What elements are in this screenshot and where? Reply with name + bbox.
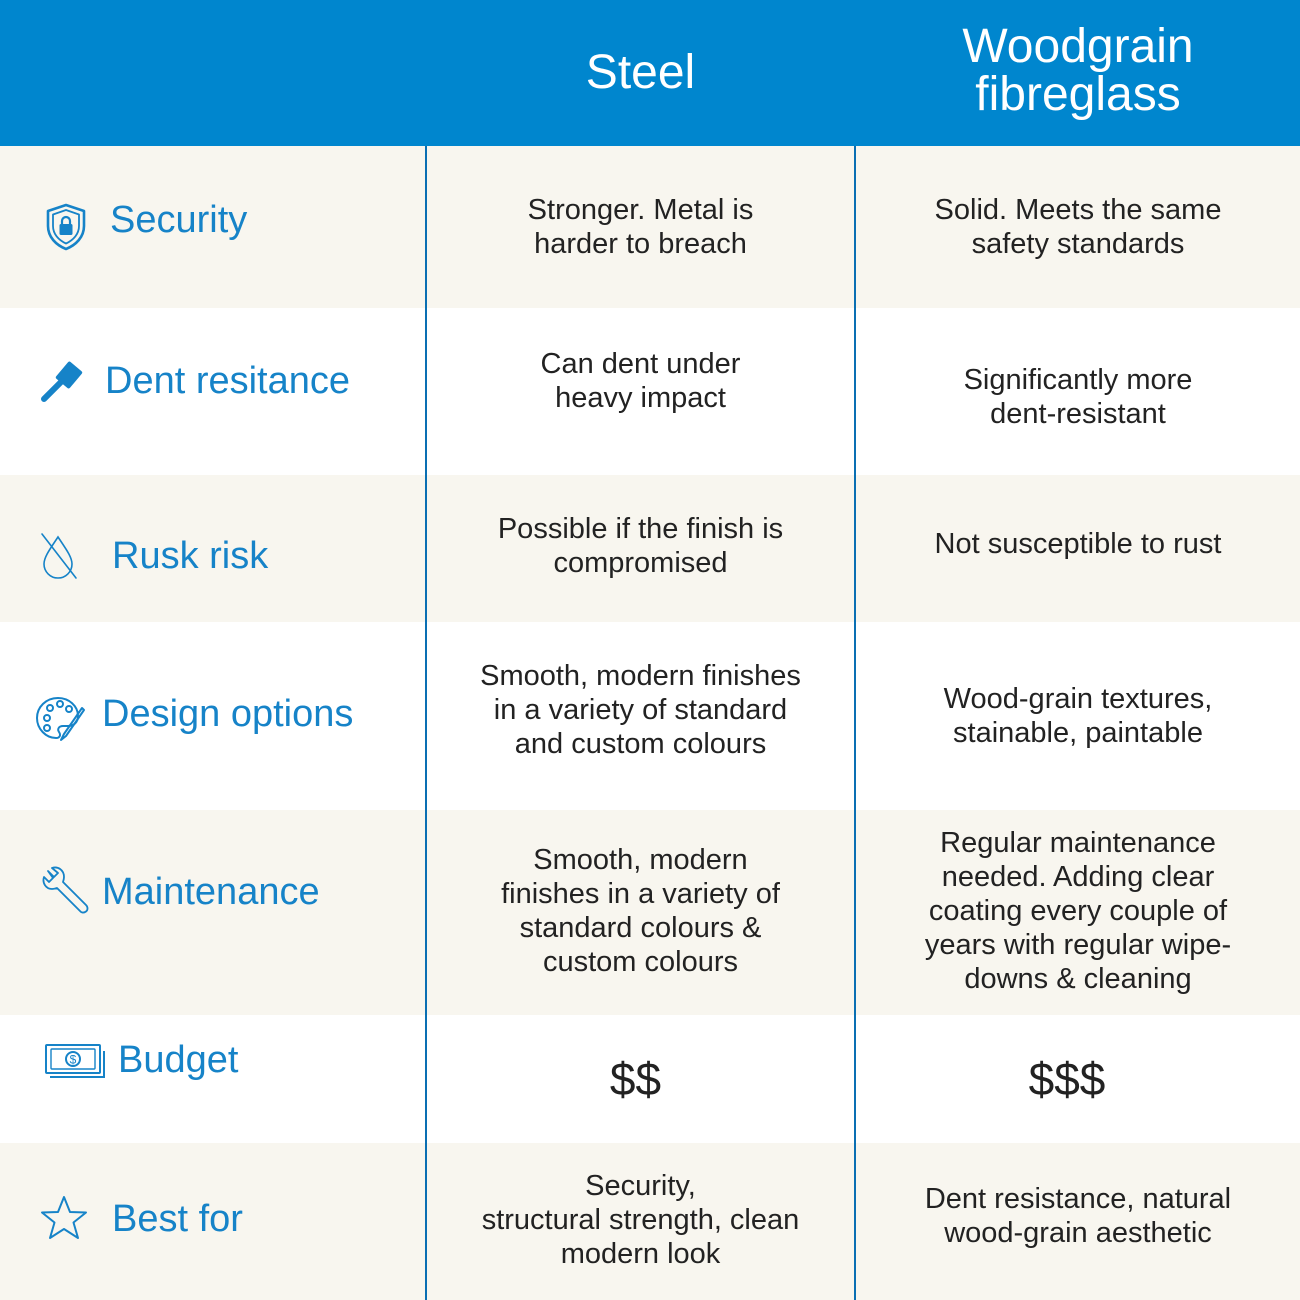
row-label-budget: $ Budget: [0, 1015, 425, 1143]
row-label-maintenance: Maintenance: [0, 810, 425, 1015]
cell-woodgrain-design: Wood-grain textures, stainable, paintabl…: [943, 683, 1213, 749]
row-label-bestfor: Best for: [0, 1143, 425, 1300]
cell-woodgrain-security: Solid. Meets the same safety standards: [934, 194, 1222, 260]
cell-steel-rust: Possible if the finish is compromised: [497, 512, 784, 579]
hammer-icon: [38, 360, 84, 406]
cell-woodgrain-dent: Significantly more dent-resistant: [963, 363, 1193, 430]
table-row-security: Security Stronger. Metal is harder to br…: [0, 146, 1300, 308]
table-row-bestfor: Best for Security, structural strength, …: [0, 1143, 1300, 1300]
row-label-text: Budget: [118, 1039, 239, 1081]
cell-steel-design: Smooth, modern finishes in a variety of …: [480, 660, 801, 760]
cell-steel-maintenance: Smooth, modern finishes in a variety of …: [501, 843, 780, 978]
row-label-text: Dent resitance: [105, 360, 351, 402]
cell-steel-bestfor: Security, structural strength, clean mod…: [481, 1169, 800, 1270]
header-steel: Steel: [585, 46, 696, 99]
cell-woodgrain-rust: Not susceptible to rust: [934, 527, 1222, 560]
cell-steel-dent: Can dent under heavy impact: [540, 347, 741, 414]
row-label-text: Rusk risk: [112, 535, 269, 577]
cell-woodgrain-budget: $$$: [1028, 1053, 1106, 1105]
row-label-rust: Rusk risk: [0, 475, 425, 622]
row-label-security: Security: [0, 146, 425, 308]
cell-steel-security: Stronger. Metal is harder to breach: [527, 194, 754, 260]
money-icon: $: [44, 1043, 106, 1081]
svg-text:$: $: [70, 1053, 77, 1067]
cell-woodgrain-bestfor: Dent resistance, natural wood-grain aest…: [924, 1182, 1232, 1249]
table-header: Steel Woodgrain fibreglass: [0, 0, 1300, 146]
row-label-design: Design options: [0, 622, 425, 810]
no-drop-icon: [38, 531, 80, 581]
column-divider-right: [854, 146, 856, 1300]
table-row-dent: Dent resitance Can dent under heavy impa…: [0, 308, 1300, 475]
cell-woodgrain-maintenance: Regular maintenance needed. Adding clear…: [924, 826, 1232, 995]
row-label-text: Maintenance: [102, 871, 320, 913]
cell-steel-budget: $$: [609, 1053, 662, 1105]
shield-lock-icon: [44, 202, 88, 252]
palette-icon: [34, 694, 86, 744]
row-label-text: Best for: [112, 1198, 243, 1240]
column-divider-left: [425, 146, 427, 1300]
row-label-text: Design options: [102, 693, 354, 735]
table-row-design: Design options Smooth, modern finishes i…: [0, 622, 1300, 810]
star-icon: [40, 1195, 88, 1241]
table-row-budget: $ Budget $$ $$$: [0, 1015, 1300, 1143]
table-row-rust: Rusk risk Possible if the finish is comp…: [0, 475, 1300, 622]
row-label-text: Security: [110, 199, 248, 241]
table-row-maintenance: Maintenance Smooth, modern finishes in a…: [0, 810, 1300, 1015]
wrench-icon: [42, 866, 90, 914]
row-label-dent: Dent resitance: [0, 308, 425, 475]
header-woodgrain: Woodgrain fibreglass: [962, 20, 1194, 121]
